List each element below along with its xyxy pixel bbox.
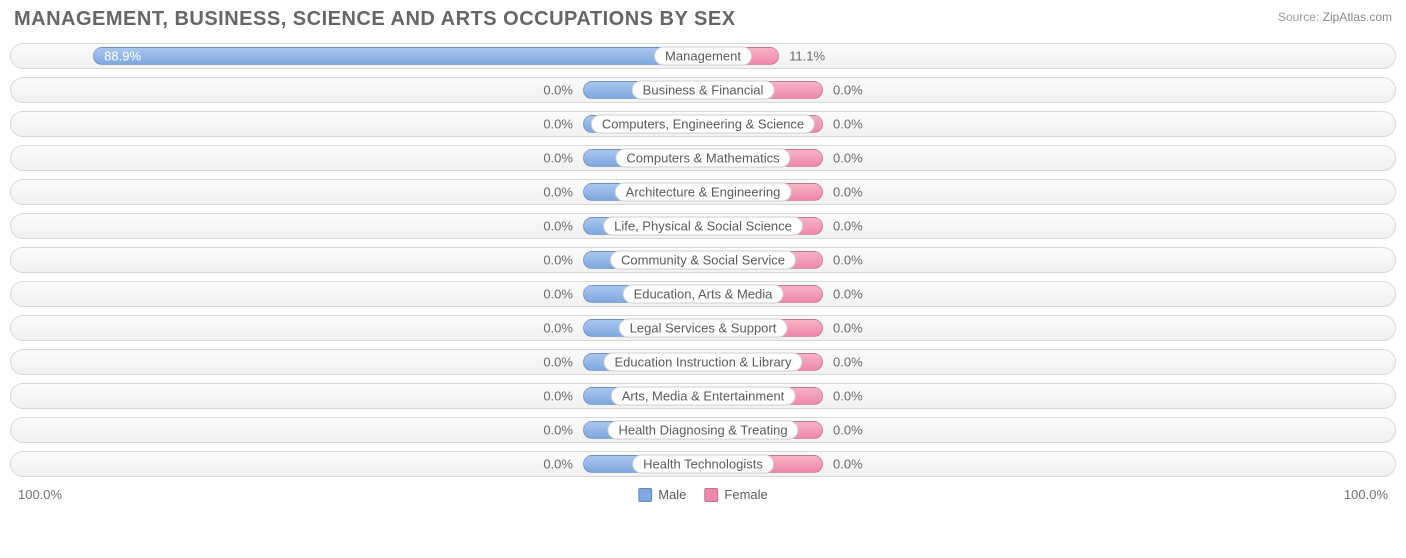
- female-pct-label: 11.1%: [789, 49, 825, 64]
- row-label-pill: Architecture & Engineering: [615, 183, 792, 202]
- female-pct-label: 0.0%: [833, 185, 863, 200]
- row-label-pill: Health Diagnosing & Treating: [607, 421, 798, 440]
- chart-row: 0.0% 0.0% Health Technologists: [10, 451, 1396, 477]
- female-pct-label: 0.0%: [833, 423, 863, 438]
- header: MANAGEMENT, BUSINESS, SCIENCE AND ARTS O…: [10, 8, 1396, 31]
- row-label-pill: Education Instruction & Library: [603, 353, 802, 372]
- legend-item-male: Male: [638, 487, 686, 502]
- source-value: ZipAtlas.com: [1323, 10, 1392, 24]
- female-pct-label: 0.0%: [833, 219, 863, 234]
- male-bar: 88.9%: [93, 47, 703, 65]
- legend-item-female: Female: [704, 487, 767, 502]
- male-pct-label: 0.0%: [543, 117, 573, 132]
- row-label-pill: Community & Social Service: [610, 251, 796, 270]
- axis: 100.0% Male Female 100.0%: [10, 487, 1396, 502]
- female-pct-label: 0.0%: [833, 151, 863, 166]
- male-pct-label: 0.0%: [543, 457, 573, 472]
- row-label-pill: Arts, Media & Entertainment: [611, 387, 796, 406]
- female-pct-label: 0.0%: [833, 389, 863, 404]
- chart-row: 0.0% 0.0% Health Diagnosing & Treating: [10, 417, 1396, 443]
- axis-right-label: 100.0%: [1344, 487, 1388, 502]
- male-pct-label: 0.0%: [543, 151, 573, 166]
- swatch-male: [638, 488, 652, 502]
- legend-label-male: Male: [658, 487, 686, 502]
- male-pct-label: 0.0%: [543, 355, 573, 370]
- axis-left-label: 100.0%: [18, 487, 62, 502]
- male-pct-label: 0.0%: [543, 83, 573, 98]
- female-pct-label: 0.0%: [833, 287, 863, 302]
- female-pct-label: 0.0%: [833, 457, 863, 472]
- male-pct-label: 0.0%: [543, 321, 573, 336]
- chart-row: 0.0% 0.0% Arts, Media & Entertainment: [10, 383, 1396, 409]
- chart-row: 0.0% 0.0% Education, Arts & Media: [10, 281, 1396, 307]
- swatch-female: [704, 488, 718, 502]
- row-label-pill: Legal Services & Support: [619, 319, 788, 338]
- source: Source: ZipAtlas.com: [1278, 8, 1392, 24]
- legend: Male Female: [638, 487, 768, 502]
- chart-row: 0.0% 0.0% Legal Services & Support: [10, 315, 1396, 341]
- chart-rows: 88.9% 11.1% Management 0.0% 0.0% Business & F…: [10, 43, 1396, 477]
- male-pct-label: 0.0%: [543, 253, 573, 268]
- male-pct-label: 88.9%: [104, 49, 141, 64]
- chart-row: 0.0% 0.0% Computers, Engineering & Science: [10, 111, 1396, 137]
- row-label-pill: Life, Physical & Social Science: [603, 217, 803, 236]
- chart-row: 0.0% 0.0% Business & Financial: [10, 77, 1396, 103]
- chart-row: 0.0% 0.0% Community & Social Service: [10, 247, 1396, 273]
- legend-label-female: Female: [724, 487, 767, 502]
- female-pct-label: 0.0%: [833, 321, 863, 336]
- female-pct-label: 0.0%: [833, 83, 863, 98]
- chart-row: 0.0% 0.0% Computers & Mathematics: [10, 145, 1396, 171]
- female-pct-label: 0.0%: [833, 117, 863, 132]
- male-pct-label: 0.0%: [543, 423, 573, 438]
- chart-row: 0.0% 0.0% Architecture & Engineering: [10, 179, 1396, 205]
- male-pct-label: 0.0%: [543, 219, 573, 234]
- row-label-pill: Management: [654, 47, 752, 66]
- male-pct-label: 0.0%: [543, 287, 573, 302]
- chart-title: MANAGEMENT, BUSINESS, SCIENCE AND ARTS O…: [14, 8, 736, 31]
- male-pct-label: 0.0%: [543, 185, 573, 200]
- row-label-pill: Computers & Mathematics: [615, 149, 790, 168]
- chart-container: MANAGEMENT, BUSINESS, SCIENCE AND ARTS O…: [0, 0, 1406, 506]
- chart-row: 88.9% 11.1% Management: [10, 43, 1396, 69]
- row-label-pill: Computers, Engineering & Science: [591, 115, 815, 134]
- male-pct-label: 0.0%: [543, 389, 573, 404]
- row-label-pill: Education, Arts & Media: [623, 285, 784, 304]
- chart-row: 0.0% 0.0% Life, Physical & Social Science: [10, 213, 1396, 239]
- chart-row: 0.0% 0.0% Education Instruction & Library: [10, 349, 1396, 375]
- female-pct-label: 0.0%: [833, 355, 863, 370]
- female-pct-label: 0.0%: [833, 253, 863, 268]
- row-label-pill: Business & Financial: [632, 81, 775, 100]
- source-label: Source:: [1278, 10, 1319, 24]
- row-label-pill: Health Technologists: [632, 455, 774, 474]
